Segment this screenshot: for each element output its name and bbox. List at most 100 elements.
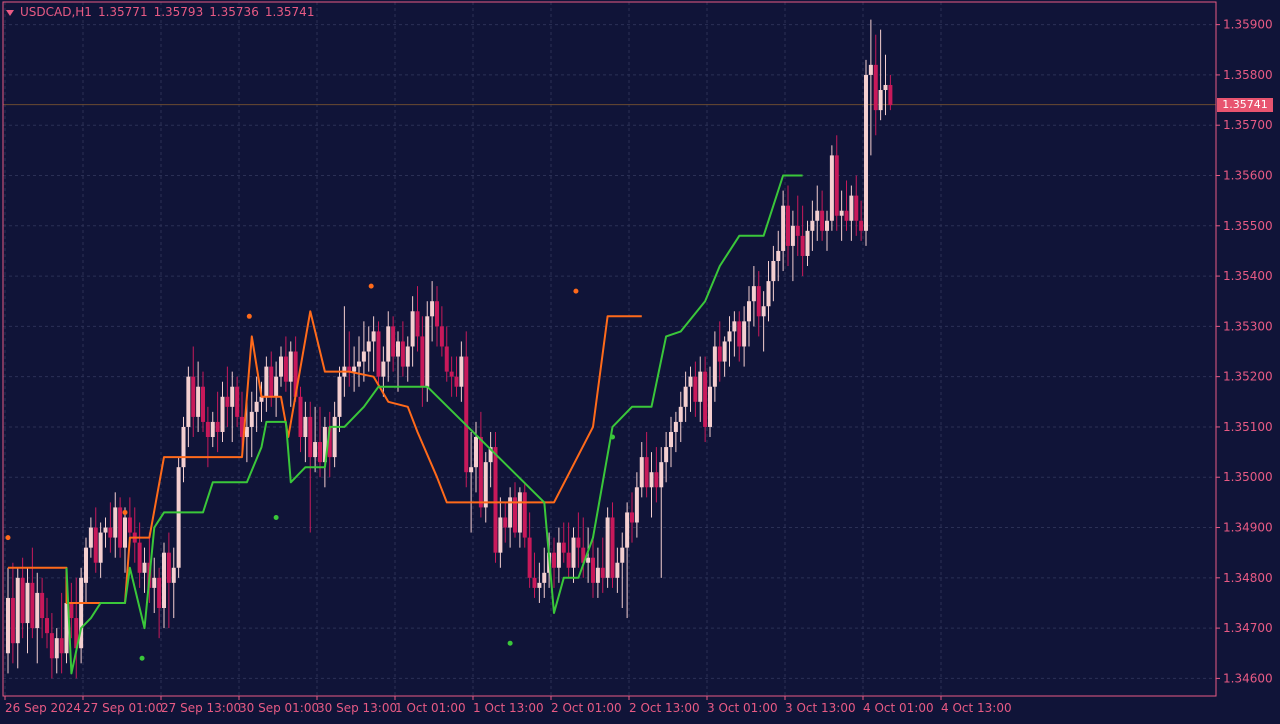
candle-body xyxy=(210,421,215,438)
symbol-info: USDCAD,H1 1.35771 1.35793 1.35736 1.3574… xyxy=(6,5,314,19)
candle xyxy=(820,190,825,241)
candle xyxy=(352,346,357,392)
candle-body xyxy=(527,537,532,578)
candle-body xyxy=(244,426,249,438)
candle-body xyxy=(776,250,781,261)
candle xyxy=(88,517,93,558)
candle xyxy=(781,190,786,272)
candle-body xyxy=(498,517,503,553)
candle xyxy=(118,497,123,558)
candle xyxy=(737,311,742,362)
candle xyxy=(327,411,332,478)
candle-body xyxy=(571,537,576,568)
candle xyxy=(45,597,49,649)
candle xyxy=(722,336,727,377)
candle-body xyxy=(45,618,49,634)
y-tick-label: 1.35100 xyxy=(1223,420,1273,434)
x-tick-label: 2 Oct 13:00 xyxy=(629,701,700,715)
candle-body xyxy=(113,507,118,538)
candle-body xyxy=(357,361,361,367)
candle-body xyxy=(659,462,664,488)
candle xyxy=(415,286,420,352)
candle xyxy=(269,351,274,407)
candle xyxy=(259,381,264,422)
candle xyxy=(20,557,25,639)
candle-body xyxy=(815,210,820,221)
candle xyxy=(610,502,615,588)
candle-body xyxy=(625,512,630,548)
candle-body xyxy=(103,527,108,533)
candle-body xyxy=(717,346,722,362)
lower-signal-dot xyxy=(507,640,513,646)
candle xyxy=(347,331,352,387)
candle-body xyxy=(20,577,25,624)
candle-body xyxy=(532,577,537,588)
candle xyxy=(298,386,303,453)
candle xyxy=(883,54,888,116)
candle-body xyxy=(556,542,561,568)
candle-body xyxy=(415,311,420,337)
candle-body xyxy=(400,341,405,367)
lower-signal-dot xyxy=(139,655,145,661)
candle-body xyxy=(683,386,688,407)
candle xyxy=(318,406,322,478)
candle xyxy=(761,291,766,352)
candle-body xyxy=(561,542,566,553)
candle-body xyxy=(693,376,698,402)
candle-body xyxy=(469,467,474,473)
candle xyxy=(303,401,308,463)
plot-frame xyxy=(2,1,1217,697)
candle-body xyxy=(235,386,240,417)
candle xyxy=(98,522,103,578)
candle-body xyxy=(347,366,352,372)
candle-body xyxy=(581,547,586,563)
dropdown-triangle-icon[interactable] xyxy=(6,9,14,16)
candle-body xyxy=(654,472,659,488)
candle-body xyxy=(35,592,40,629)
candle xyxy=(240,391,244,453)
candle xyxy=(751,266,756,327)
candle xyxy=(561,522,566,563)
candle-body xyxy=(264,366,269,397)
candle xyxy=(410,296,415,367)
candle xyxy=(503,502,508,543)
candle xyxy=(586,527,591,583)
close-price: 1.35741 xyxy=(264,5,315,19)
x-tick-label: 4 Oct 13:00 xyxy=(941,701,1012,715)
candle xyxy=(59,592,64,674)
candle-body xyxy=(522,492,527,538)
candle-body xyxy=(288,351,293,382)
candle-body xyxy=(678,406,683,422)
candle xyxy=(873,34,878,136)
candle-body xyxy=(386,326,391,362)
candle-body xyxy=(708,386,712,427)
candle xyxy=(283,336,288,392)
candle-body xyxy=(230,386,235,407)
x-tick-label: 26 Sep 2024 xyxy=(5,701,81,715)
candle-body xyxy=(829,155,834,221)
candle-body xyxy=(610,517,615,578)
upper-signal-dot xyxy=(368,283,374,289)
candle-body xyxy=(873,64,878,111)
candle-body xyxy=(376,331,381,377)
candle xyxy=(634,472,639,538)
candle xyxy=(396,331,400,392)
candle-body xyxy=(201,386,205,422)
candle xyxy=(69,582,74,639)
candle xyxy=(244,401,249,463)
candle xyxy=(400,321,405,377)
y-tick-label: 1.35400 xyxy=(1223,269,1273,283)
candle-body xyxy=(435,301,439,327)
candle-body xyxy=(488,447,493,463)
candle-body xyxy=(15,577,20,644)
candle-body xyxy=(308,416,313,458)
candle xyxy=(332,401,337,468)
candle xyxy=(537,562,542,603)
candle-body xyxy=(786,205,790,246)
candle xyxy=(644,431,649,498)
candle xyxy=(620,532,625,608)
upper-signal-dot xyxy=(246,313,252,319)
candle-body xyxy=(810,220,815,231)
